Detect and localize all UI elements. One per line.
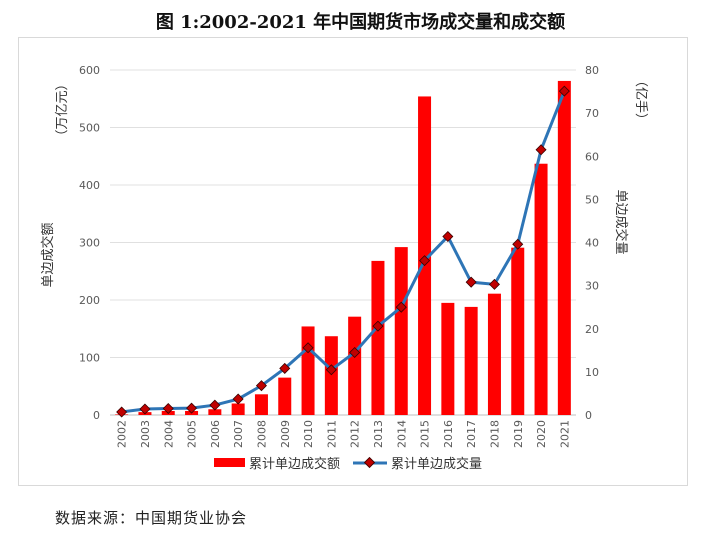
point-2013 — [372, 320, 384, 332]
left-tick-label: 200 — [79, 294, 100, 307]
legend-label-line: 累计单边成交量 — [391, 456, 482, 472]
x-tick-label: 2004 — [162, 420, 175, 448]
left-axis-ticks: 0 100 200 300 400 500 600 — [79, 64, 100, 422]
left-axis-label: 单边成交额 — [40, 222, 56, 287]
bar-2017 — [464, 306, 478, 415]
legend-swatch-marker — [363, 456, 376, 469]
right-tick-label: 80 — [585, 64, 599, 77]
point-2016 — [442, 230, 454, 242]
point-2006 — [209, 399, 221, 411]
x-tick-label: 2005 — [186, 420, 199, 448]
right-axis-unit: （亿手） — [633, 74, 648, 126]
right-tick-label: 10 — [585, 366, 599, 379]
x-tick-label: 2006 — [209, 420, 222, 448]
bar-2009 — [278, 377, 292, 415]
gridlines — [110, 69, 576, 416]
chart-title: 图 1:2002-2021 年中国期货市场成交量和成交额 — [155, 12, 566, 33]
left-tick-label: 100 — [79, 352, 100, 365]
right-tick-label: 40 — [585, 237, 599, 250]
x-tick-label: 2020 — [535, 420, 548, 448]
x-tick-label: 2003 — [139, 420, 152, 448]
right-axis-label: 单边成交量 — [613, 189, 629, 254]
point-2008 — [255, 380, 267, 392]
x-tick-label: 2011 — [325, 420, 338, 448]
x-tick-label: 2019 — [512, 420, 525, 448]
right-tick-label: 60 — [585, 150, 599, 163]
x-tick-label: 2021 — [558, 420, 571, 448]
left-tick-label: 0 — [93, 409, 100, 422]
legend-label-bar: 累计单边成交额 — [249, 456, 340, 472]
bar-2007 — [231, 403, 245, 415]
right-tick-label: 70 — [585, 107, 599, 120]
x-tick-label: 2013 — [372, 420, 385, 448]
point-2021 — [558, 85, 570, 97]
chart-frame — [18, 37, 688, 486]
left-tick-label: 500 — [79, 122, 100, 135]
x-tick-label: 2008 — [255, 420, 268, 448]
right-axis-ticks: 0 10 20 30 40 50 60 70 80 — [585, 64, 599, 422]
line-series — [116, 85, 570, 418]
point-2002 — [116, 406, 128, 418]
x-tick-label: 2018 — [488, 420, 501, 448]
bar-2016 — [441, 302, 455, 415]
x-tick-label: 2014 — [395, 420, 408, 448]
x-axis-ticks: 2002 2003 2004 2005 2006 2007 2008 2009 2010 2011… — [116, 420, 572, 448]
x-tick-label: 2009 — [279, 420, 292, 448]
point-2003 — [139, 403, 151, 415]
right-tick-label: 30 — [585, 280, 599, 293]
x-tick-label: 2017 — [465, 420, 478, 448]
x-tick-label: 2015 — [419, 420, 432, 448]
point-2017 — [465, 276, 477, 288]
point-2012 — [349, 346, 361, 358]
legend-swatch-bar — [214, 458, 245, 467]
bar-2010 — [301, 326, 315, 415]
bar-2012 — [348, 316, 362, 415]
bar-2008 — [254, 394, 268, 415]
legend: 累计单边成交额 累计单边成交量 — [214, 456, 482, 472]
bar-2020 — [534, 163, 548, 415]
point-2018 — [488, 278, 500, 290]
x-tick-label: 2002 — [116, 420, 129, 448]
x-tick-label: 2012 — [349, 420, 362, 448]
bar-2021 — [557, 80, 571, 416]
bar-2006 — [208, 409, 222, 415]
bar-2011 — [324, 336, 338, 415]
x-tick-label: 2010 — [302, 420, 315, 448]
bar-series — [115, 80, 571, 416]
bar-2013 — [371, 260, 385, 415]
right-tick-label: 0 — [585, 409, 592, 422]
left-tick-label: 600 — [79, 64, 100, 77]
point-2015 — [419, 255, 431, 267]
point-2007 — [232, 393, 244, 405]
right-tick-label: 50 — [585, 193, 599, 206]
point-2009 — [279, 362, 291, 374]
point-2014 — [395, 301, 407, 313]
x-tick-label: 2016 — [442, 420, 455, 448]
point-2020 — [535, 144, 547, 156]
bar-2014 — [394, 247, 408, 415]
point-2005 — [186, 402, 198, 414]
point-2019 — [512, 238, 524, 250]
left-tick-label: 400 — [79, 179, 100, 192]
left-tick-label: 300 — [79, 237, 100, 250]
bar-2019 — [511, 247, 525, 415]
point-2011 — [325, 364, 337, 376]
right-tick-label: 20 — [585, 323, 599, 336]
left-axis-unit: （万亿元） — [55, 77, 70, 142]
point-2004 — [162, 403, 174, 415]
x-tick-label: 2007 — [232, 420, 245, 448]
point-2010 — [302, 342, 314, 354]
bar-2018 — [487, 293, 501, 415]
source-note: 数据来源：中国期货业协会 — [55, 509, 248, 527]
